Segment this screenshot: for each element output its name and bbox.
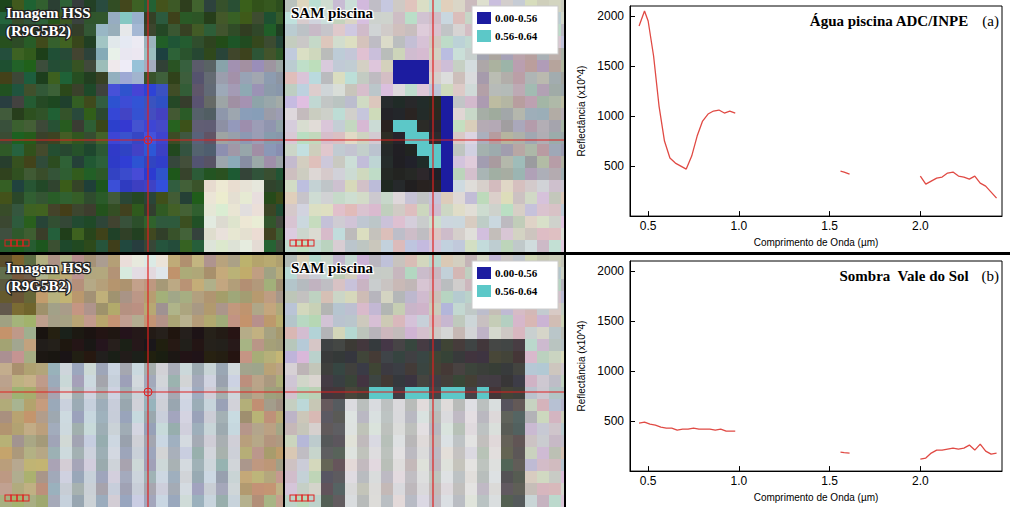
svg-text:(b): (b) xyxy=(982,268,1000,285)
svg-text:(a): (a) xyxy=(982,13,999,30)
svg-text:Reflectância (x10^4): Reflectância (x10^4) xyxy=(576,66,587,157)
svg-text:0.56-0.64: 0.56-0.64 xyxy=(495,285,538,297)
svg-text:0.5: 0.5 xyxy=(640,474,657,488)
svg-text:1.5: 1.5 xyxy=(821,219,838,233)
svg-text:500: 500 xyxy=(604,414,624,428)
svg-text:0.00-0.56: 0.00-0.56 xyxy=(495,267,538,279)
svg-text:1500: 1500 xyxy=(597,59,624,73)
svg-text:0.5: 0.5 xyxy=(640,219,657,233)
svg-text:2.0: 2.0 xyxy=(912,219,929,233)
svg-text:Água piscina ADC/INPE: Água piscina ADC/INPE xyxy=(810,13,968,29)
svg-text:2000: 2000 xyxy=(597,264,624,278)
svg-text:0.56-0.64: 0.56-0.64 xyxy=(495,30,538,42)
svg-text:Sombra Vale do Sol: Sombra Vale do Sol xyxy=(840,268,969,284)
svg-text:SAM piscina: SAM piscina xyxy=(291,260,374,276)
svg-text:2000: 2000 xyxy=(597,9,624,23)
svg-text:2.0: 2.0 xyxy=(912,474,929,488)
svg-text:1.5: 1.5 xyxy=(821,474,838,488)
svg-text:Imagem HSS: Imagem HSS xyxy=(6,5,91,21)
svg-text:1.0: 1.0 xyxy=(731,219,748,233)
svg-text:1500: 1500 xyxy=(597,314,624,328)
svg-text:Comprimento de Onda (µm): Comprimento de Onda (µm) xyxy=(754,237,879,248)
svg-text:SAM piscina: SAM piscina xyxy=(291,5,374,21)
svg-text:1000: 1000 xyxy=(597,364,624,378)
svg-text:(R9G5B2): (R9G5B2) xyxy=(6,23,71,40)
svg-text:Comprimento de Onda (µm): Comprimento de Onda (µm) xyxy=(754,492,879,503)
svg-text:1000: 1000 xyxy=(597,109,624,123)
svg-text:1.0: 1.0 xyxy=(731,474,748,488)
svg-text:0.00-0.56: 0.00-0.56 xyxy=(495,12,538,24)
svg-text:(R9G5B2): (R9G5B2) xyxy=(6,278,71,295)
svg-text:Reflectância (x10^4): Reflectância (x10^4) xyxy=(576,321,587,412)
svg-text:500: 500 xyxy=(604,159,624,173)
svg-text:Imagem HSS: Imagem HSS xyxy=(6,260,91,276)
